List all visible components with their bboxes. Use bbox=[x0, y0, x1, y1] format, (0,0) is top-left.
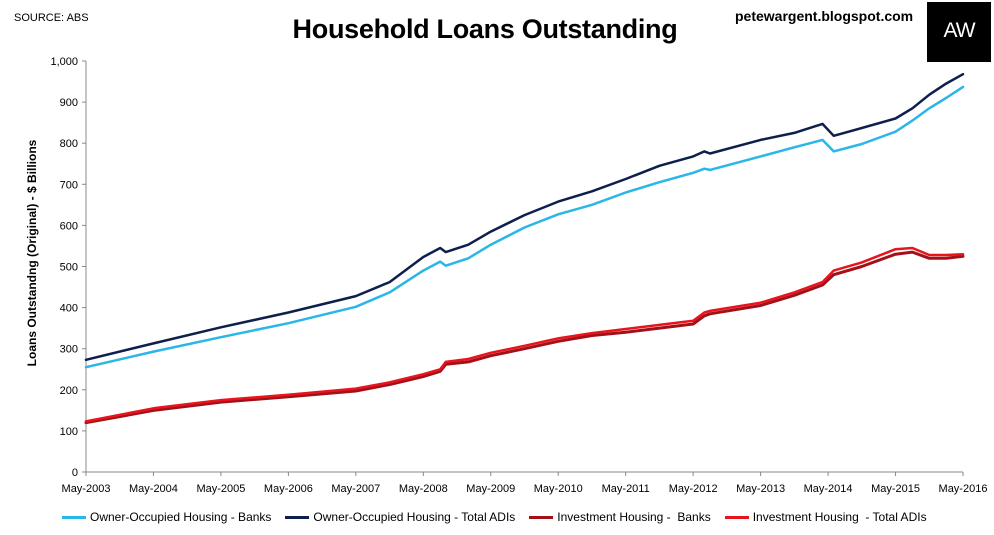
x-tick-label: May-2010 bbox=[534, 483, 583, 495]
series-line-investment-housing-banks bbox=[84, 250, 965, 425]
x-tick-label: May-2013 bbox=[736, 483, 785, 495]
y-tick-label: 0 bbox=[72, 467, 78, 479]
y-tick-label: 200 bbox=[60, 385, 78, 397]
y-tick-label: 500 bbox=[60, 262, 78, 274]
y-tick-label: 1,000 bbox=[50, 56, 78, 68]
y-tick-label: 300 bbox=[60, 344, 78, 356]
x-tick-label: May-2009 bbox=[466, 483, 515, 495]
chart-title: Household Loans Outstanding bbox=[292, 14, 678, 44]
site-url: petewargent.blogspot.com bbox=[735, 8, 914, 24]
legend-label: Owner-Occupied Housing - Total ADIs bbox=[313, 510, 516, 524]
source-note: SOURCE: ABS bbox=[14, 12, 89, 24]
legend-item: Investment Housing - Total ADIs bbox=[724, 510, 927, 524]
y-tick-label: 600 bbox=[60, 220, 78, 232]
legend-swatch bbox=[724, 515, 749, 519]
aw-logo: AW bbox=[927, 2, 991, 62]
x-tick-label: May-2007 bbox=[331, 483, 380, 495]
x-tick-label: May-2012 bbox=[669, 483, 718, 495]
legend: Owner-Occupied Housing - Banks Owner-Occu… bbox=[62, 510, 941, 524]
legend-swatch bbox=[285, 515, 310, 519]
x-tick-label: May-2014 bbox=[804, 483, 853, 495]
y-tick-label: 400 bbox=[60, 303, 78, 315]
y-tick-label: 900 bbox=[60, 97, 78, 109]
legend-swatch bbox=[529, 515, 554, 519]
x-tick-label: May-2015 bbox=[871, 483, 920, 495]
x-tick-label: May-2005 bbox=[196, 483, 245, 495]
x-tick-label: May-2004 bbox=[129, 483, 178, 495]
series-line-owner-occupied-housing-banks bbox=[84, 85, 965, 369]
x-tick-label: May-2011 bbox=[602, 483, 650, 495]
x-tick-label: May-2008 bbox=[399, 483, 448, 495]
x-tick-label: May-2006 bbox=[264, 483, 313, 495]
y-tick-label: 100 bbox=[60, 426, 78, 438]
legend-item: Owner-Occupied Housing - Banks bbox=[62, 510, 271, 524]
x-tick-label: May-2003 bbox=[62, 483, 111, 495]
legend-label: Investment Housing - Banks bbox=[557, 510, 711, 524]
x-tick-label: May-2016 bbox=[939, 483, 988, 495]
legend-label: Owner-Occupied Housing - Banks bbox=[90, 510, 272, 524]
y-tick-label: 700 bbox=[60, 179, 78, 191]
legend-item: Owner-Occupied Housing - Total ADIs bbox=[285, 510, 515, 524]
legend-item: Investment Housing - Banks bbox=[529, 510, 711, 524]
legend-label: Investment Housing - Total ADIs bbox=[752, 510, 927, 524]
series-line-investment-housing-total-adis bbox=[84, 246, 965, 423]
legend-swatch bbox=[62, 515, 86, 519]
logo-text: AW bbox=[943, 19, 975, 42]
y-tick-label: 800 bbox=[60, 138, 78, 150]
series-line-owner-occupied-housing-total-adis bbox=[84, 72, 965, 362]
